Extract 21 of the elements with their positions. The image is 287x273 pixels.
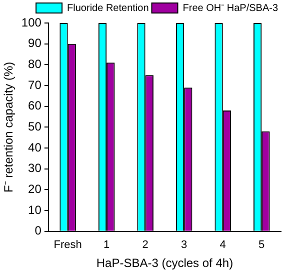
x-tick-label: 1 (104, 239, 110, 252)
x-axis-title: HaP-SBA-3 (cycles of 4h) (96, 256, 234, 270)
x-tick-label: 2 (142, 239, 148, 252)
y-tick-label: 20 (28, 182, 42, 196)
y-tick-label: 50 (28, 120, 42, 134)
y-tick-label: 40 (28, 140, 42, 154)
y-tick-label: 10 (28, 202, 42, 217)
y-tick-label: 30 (28, 161, 42, 176)
y-tick-label: 0 (34, 224, 42, 238)
x-tick-label: 5 (258, 239, 265, 252)
y-tick-label: 100 (21, 15, 42, 30)
y-tick-label: 70 (28, 78, 42, 92)
y-tick-label: 90 (28, 36, 42, 50)
x-tick-label: 4 (220, 239, 226, 252)
x-tick-label: Fresh (54, 239, 82, 252)
legend-label: Free OH⁻ HaP/SBA-3 (182, 2, 278, 14)
legend-label: Fluoride Retention (67, 2, 149, 14)
y-tick-label: 60 (28, 98, 42, 113)
y-tick-label: 80 (28, 56, 42, 71)
x-tick-label: 3 (181, 239, 188, 252)
y-axis-title: F⁻ retention capacity (%) (2, 62, 16, 193)
